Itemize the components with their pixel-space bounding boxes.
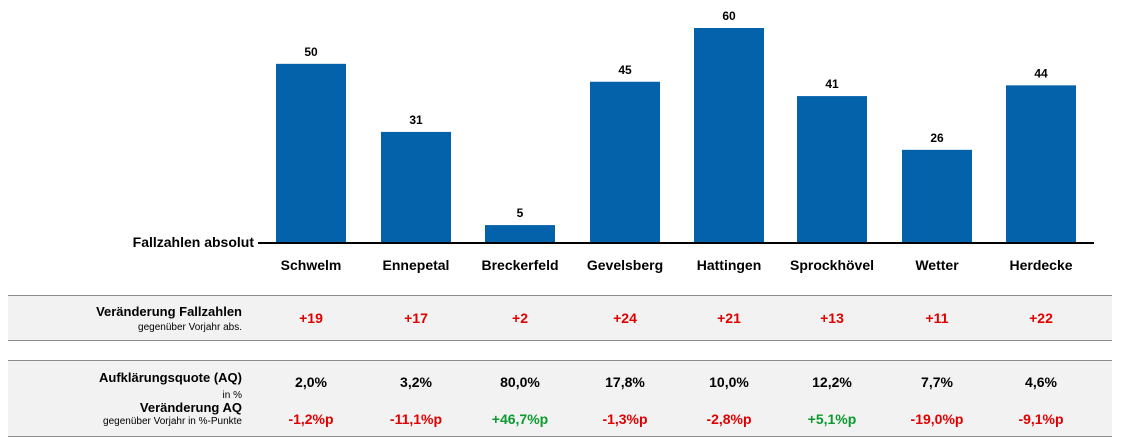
bar-ennepetal bbox=[381, 131, 451, 243]
category-label: Breckerfeld bbox=[481, 257, 558, 273]
bar-herdecke bbox=[1006, 85, 1076, 243]
category-label: Herdecke bbox=[1009, 257, 1072, 273]
clearance-rate-value: 7,7% bbox=[921, 374, 953, 390]
change-cases-value: +21 bbox=[717, 310, 741, 326]
clearance-rate-value: 80,0% bbox=[500, 374, 540, 390]
change-rate-value: -1,2%p bbox=[288, 411, 334, 427]
value-label: 31 bbox=[409, 113, 423, 127]
change-rate-value: +46,7%p bbox=[491, 411, 549, 427]
change-cases-value: +2 bbox=[512, 310, 528, 326]
change-cases-label-group: Veränderung Fallzahlen gegenüber Vorjahr… bbox=[96, 304, 242, 333]
change-cases-value: +22 bbox=[1029, 310, 1053, 326]
bar-group: 50 31 5 45 60 41 26 44 bbox=[276, 9, 1076, 244]
bar-chart: 50 31 5 45 60 41 26 44 Fallzahlen absolut Schwe… bbox=[133, 9, 1094, 273]
change-cases-sublabel: gegenüber Vorjahr abs. bbox=[138, 322, 242, 333]
category-label: Hattingen bbox=[697, 257, 762, 273]
clearance-band: Aufklärungsquote (AQ) in % Veränderung A… bbox=[8, 360, 1112, 437]
change-cases-label: Veränderung Fallzahlen bbox=[96, 304, 242, 319]
clearance-rate-value: 10,0% bbox=[709, 374, 749, 390]
category-label: Schwelm bbox=[281, 257, 342, 273]
bar-wetter bbox=[902, 149, 972, 243]
change-rate-value: -2,8%p bbox=[706, 411, 752, 427]
change-cases-value: +19 bbox=[299, 310, 323, 326]
change-rate-value: -9,1%p bbox=[1018, 411, 1064, 427]
change-rate-value: -19,0%p bbox=[910, 411, 964, 427]
change-rate-value: -11,1%p bbox=[389, 411, 443, 427]
change-rate-value: -1,3%p bbox=[602, 411, 648, 427]
clearance-rate-value: 3,2% bbox=[400, 374, 432, 390]
clearance-rate-value: 17,8% bbox=[605, 374, 645, 390]
category-label: Wetter bbox=[915, 257, 959, 273]
change-cases-value: +13 bbox=[820, 310, 844, 326]
clearance-rate-value: 12,2% bbox=[812, 374, 852, 390]
change-rate-value: +5,1%p bbox=[807, 411, 857, 427]
change-cases-value: +17 bbox=[404, 310, 428, 326]
change-cases-value: +11 bbox=[925, 310, 949, 326]
category-labels: Schwelm Ennepetal Breckerfeld Gevelsberg Hat… bbox=[281, 257, 1073, 273]
bar-sprockhövel bbox=[797, 96, 867, 243]
clearance-rate-value: 2,0% bbox=[295, 374, 327, 390]
value-label: 41 bbox=[825, 77, 839, 91]
change-cases-band: Veränderung Fallzahlen gegenüber Vorjahr… bbox=[8, 295, 1112, 341]
bar-hattingen bbox=[694, 28, 764, 243]
change-cases-value: +24 bbox=[613, 310, 637, 326]
value-label: 5 bbox=[517, 206, 524, 220]
value-label: 60 bbox=[722, 9, 736, 23]
bar-breckerfeld bbox=[485, 225, 555, 243]
value-label: 26 bbox=[930, 131, 944, 145]
category-label: Ennepetal bbox=[383, 257, 450, 273]
value-label: 50 bbox=[304, 45, 318, 59]
bar-schwelm bbox=[276, 63, 346, 244]
clearance-label-group: Aufklärungsquote (AQ) in % Veränderung A… bbox=[99, 370, 242, 427]
y-axis-label: Fallzahlen absolut bbox=[133, 234, 255, 250]
category-label: Sprockhövel bbox=[790, 257, 874, 273]
clearance-rate-label: Aufklärungsquote (AQ) bbox=[99, 370, 242, 385]
clearance-rate-value: 4,6% bbox=[1025, 374, 1057, 390]
clearance-rate-sublabel: in % bbox=[222, 390, 242, 401]
value-label: 45 bbox=[618, 63, 632, 77]
category-label: Gevelsberg bbox=[587, 257, 663, 273]
value-label: 44 bbox=[1034, 66, 1048, 80]
bar-gevelsberg bbox=[590, 81, 660, 243]
change-rate-label: Veränderung AQ bbox=[139, 400, 242, 415]
change-rate-sublabel: gegenüber Vorjahr in %-Punkte bbox=[103, 416, 242, 427]
